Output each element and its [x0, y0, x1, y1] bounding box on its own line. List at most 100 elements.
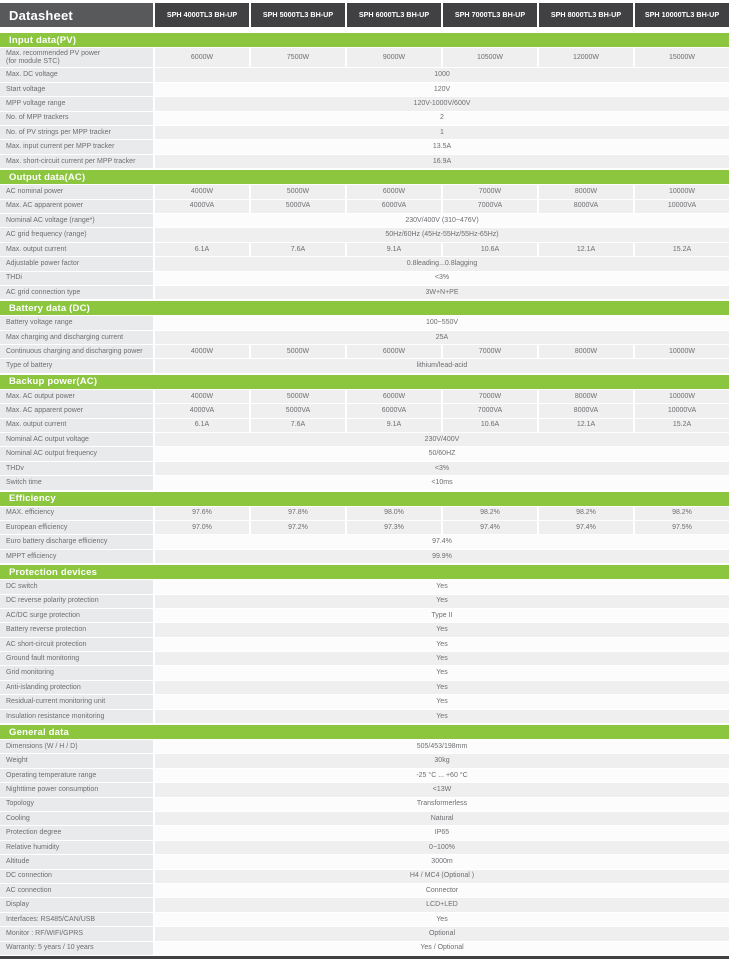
spec-value-merged: <3%: [155, 271, 729, 285]
spec-value-col-6: 10000W: [635, 389, 729, 404]
spec-value-merged: Connector: [155, 883, 729, 898]
spec-value-col-2: 97.2%: [251, 520, 345, 535]
spec-label: Warranty: 5 years / 10 years: [0, 941, 153, 955]
spec-label: Anti-islanding protection: [0, 680, 153, 695]
spec-label: Topology: [0, 797, 153, 811]
spec-value-merged: <10ms: [155, 476, 729, 490]
spec-value-merged: 0~100%: [155, 840, 729, 855]
spec-value-col-2: 5000VA: [251, 199, 345, 213]
spec-value-col-6: 15.2A: [635, 418, 729, 433]
spec-row: MPP voltage range 120V-1000V/600V: [0, 97, 729, 111]
spec-row: Max. AC output power 4000W 5000W 6000W 7000W…: [0, 389, 729, 404]
spec-row: Residual-current monitoring unit Yes: [0, 695, 729, 709]
spec-value-merged: 99.9%: [155, 549, 729, 564]
spec-value-merged: 1000: [155, 68, 729, 82]
section-header-protection-devices: Protection devices: [0, 565, 729, 580]
spec-value-col-4: 7000VA: [443, 199, 537, 213]
spec-label: Dimensions (W / H / D): [0, 740, 153, 754]
spec-value-merged: IP65: [155, 826, 729, 840]
spec-value-merged: Yes / Optional: [155, 941, 729, 955]
spec-value-merged: 30kg: [155, 754, 729, 768]
spec-value-col-3: 6000W: [347, 389, 441, 404]
spec-label-line2: (for module STC): [6, 57, 60, 65]
spec-row: Monitor : RF/WIFI/GPRS Optional: [0, 927, 729, 941]
spec-value-merged: lithium/lead-acid: [155, 359, 729, 373]
spec-row: Battery voltage range 100~550V: [0, 316, 729, 330]
spec-value-col-5: 12.1A: [539, 418, 633, 433]
section-header-general-data: General data: [0, 725, 729, 740]
spec-value-col-1: 4000VA: [155, 404, 249, 418]
spec-value-merged: Yes: [155, 695, 729, 709]
spec-value-col-2: 5000VA: [251, 404, 345, 418]
spec-row: Cooling Natural: [0, 812, 729, 826]
spec-label-line1: Max. recommended PV power: [6, 50, 101, 58]
spec-value-col-5: 8000VA: [539, 404, 633, 418]
spec-value-merged: Yes: [155, 680, 729, 695]
spec-row: Grid monitoring Yes: [0, 666, 729, 680]
spec-row: Max charging and discharging current 25A: [0, 330, 729, 345]
spec-value-merged: Transformerless: [155, 797, 729, 811]
spec-label: Adjustable power factor: [0, 257, 153, 271]
spec-value-merged: Yes: [155, 912, 729, 927]
spec-row: Topology Transformerless: [0, 797, 729, 811]
spec-value-merged: 230V/400V (310~476V): [155, 213, 729, 228]
spec-label: AC grid connection type: [0, 285, 153, 300]
spec-row: Battery reverse protection Yes: [0, 623, 729, 637]
spec-row: DC reverse polarity protection Yes: [0, 594, 729, 608]
spec-value-col-3: 6000W: [347, 185, 441, 199]
spec-value-col-5: 8000W: [539, 185, 633, 199]
spec-value-col-3: 6000VA: [347, 404, 441, 418]
spec-value-col-3: 9000W: [347, 48, 441, 68]
spec-label: Residual-current monitoring unit: [0, 695, 153, 709]
spec-value-col-4: 10500W: [443, 48, 537, 68]
spec-label: Nominal AC voltage (range*): [0, 213, 153, 228]
spec-label: Weight: [0, 754, 153, 768]
spec-label: DC connection: [0, 869, 153, 883]
spec-label: Battery voltage range: [0, 316, 153, 330]
spec-value-merged: 97.4%: [155, 535, 729, 549]
spec-label: Max. input current per MPP tracker: [0, 140, 153, 154]
spec-row: Nighttime power consumption <13W: [0, 783, 729, 797]
spec-row: Continuous charging and discharging powe…: [0, 345, 729, 359]
spec-row: Max. DC voltage 1000: [0, 68, 729, 82]
spec-label: Protection degree: [0, 826, 153, 840]
spec-value-merged: 3000m: [155, 855, 729, 869]
spec-value-merged: -25 °C ... +60 °C: [155, 768, 729, 783]
spec-label: Display: [0, 898, 153, 912]
spec-value-merged: 120V-1000V/600V: [155, 97, 729, 111]
spec-row: AC short-circuit protection Yes: [0, 637, 729, 652]
spec-label: MPPT efficiency: [0, 549, 153, 564]
spec-row: Interfaces: RS485/CAN/USB Yes: [0, 912, 729, 927]
spec-value-merged: 230V/400V: [155, 433, 729, 447]
spec-row: Switch time <10ms: [0, 476, 729, 490]
spec-row: Nominal AC output frequency 50/60HZ: [0, 447, 729, 461]
spec-row: MPPT efficiency 99.9%: [0, 549, 729, 564]
spec-value-merged: 13.5A: [155, 140, 729, 154]
spec-value-col-5: 8000W: [539, 345, 633, 359]
model-column-header-5: SPH 8000TL3 BH-UP: [539, 3, 633, 27]
spec-row: European efficiency 97.0% 97.2% 97.3% 97.4% 9…: [0, 520, 729, 535]
spec-value-merged: 25A: [155, 330, 729, 345]
spec-value-merged: Yes: [155, 666, 729, 680]
spec-value-col-5: 12000W: [539, 48, 633, 68]
spec-value-col-3: 9.1A: [347, 418, 441, 433]
spec-row: Max. short-circuit current per MPP track…: [0, 154, 729, 169]
spec-value-col-1: 6.1A: [155, 242, 249, 257]
spec-label: No. of MPP trackers: [0, 111, 153, 125]
spec-value-col-5: 12.1A: [539, 242, 633, 257]
spec-value-col-1: 4000W: [155, 345, 249, 359]
spec-value-col-2: 5000W: [251, 389, 345, 404]
spec-label: Nominal AC output voltage: [0, 433, 153, 447]
spec-row: Max. output current 6.1A 7.6A 9.1A 10.6A 12.1…: [0, 418, 729, 433]
spec-value-col-1: 6.1A: [155, 418, 249, 433]
spec-row: DC switch Yes: [0, 580, 729, 594]
spec-value-merged: Yes: [155, 652, 729, 666]
spec-value-merged: H4 / MC4 (Optional ): [155, 869, 729, 883]
model-column-header-4: SPH 7000TL3 BH-UP: [443, 3, 537, 27]
spec-value-col-1: 4000W: [155, 389, 249, 404]
spec-label: AC grid frequency (range): [0, 228, 153, 242]
model-column-header-1: SPH 4000TL3 BH-UP: [155, 3, 249, 27]
spec-value-merged: 120V: [155, 82, 729, 97]
spec-value-col-5: 8000W: [539, 389, 633, 404]
